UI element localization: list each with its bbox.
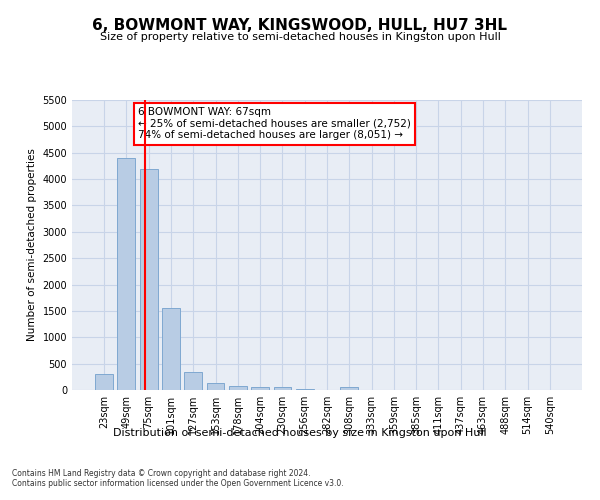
- Bar: [251, 387, 269, 390]
- Text: Contains public sector information licensed under the Open Government Licence v3: Contains public sector information licen…: [12, 479, 344, 488]
- Bar: [274, 387, 292, 390]
- Bar: [95, 374, 113, 390]
- Text: 6 BOWMONT WAY: 67sqm
← 25% of semi-detached houses are smaller (2,752)
74% of se: 6 BOWMONT WAY: 67sqm ← 25% of semi-detac…: [139, 108, 411, 140]
- Bar: [162, 308, 180, 390]
- Bar: [184, 372, 202, 390]
- Bar: [229, 386, 247, 390]
- Bar: [118, 158, 136, 390]
- Text: Size of property relative to semi-detached houses in Kingston upon Hull: Size of property relative to semi-detach…: [100, 32, 500, 42]
- Bar: [340, 387, 358, 390]
- Y-axis label: Number of semi-detached properties: Number of semi-detached properties: [27, 148, 37, 342]
- Text: Distribution of semi-detached houses by size in Kingston upon Hull: Distribution of semi-detached houses by …: [113, 428, 487, 438]
- Bar: [140, 168, 158, 390]
- Text: Contains HM Land Registry data © Crown copyright and database right 2024.: Contains HM Land Registry data © Crown c…: [12, 469, 311, 478]
- Bar: [206, 383, 224, 390]
- Text: 6, BOWMONT WAY, KINGSWOOD, HULL, HU7 3HL: 6, BOWMONT WAY, KINGSWOOD, HULL, HU7 3HL: [92, 18, 508, 32]
